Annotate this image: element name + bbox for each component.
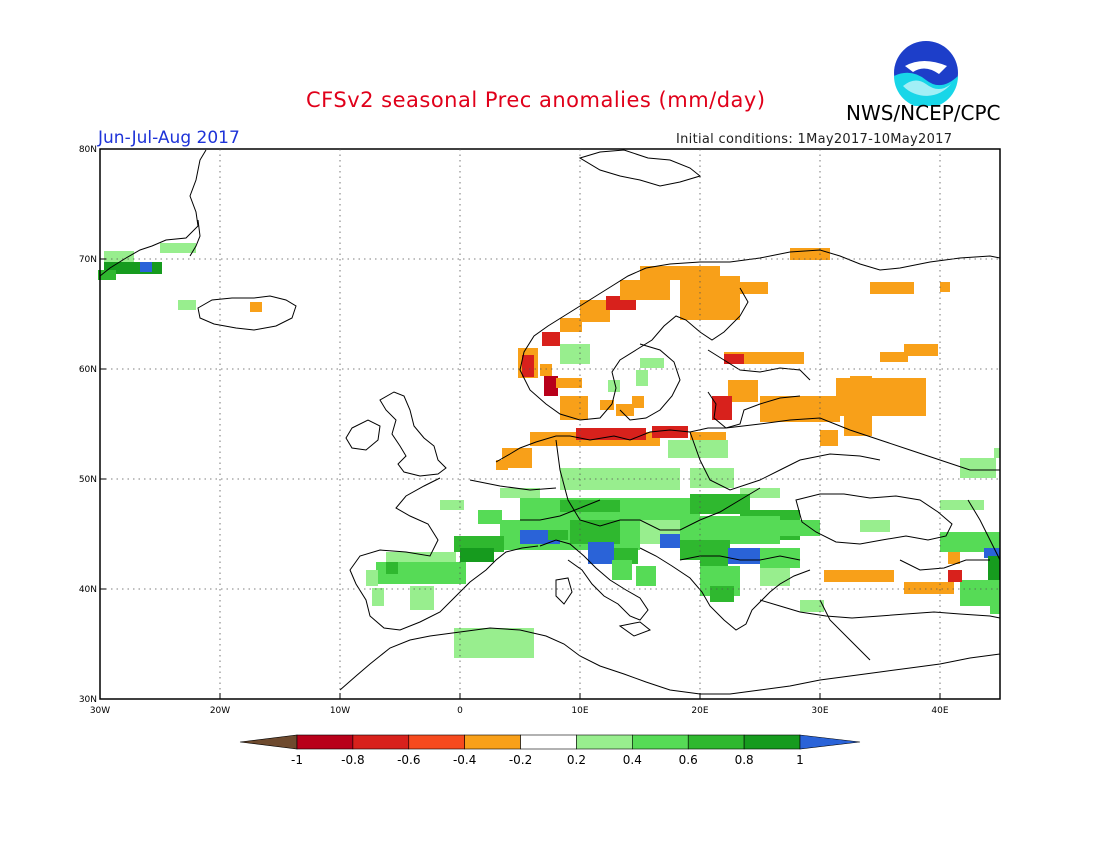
lat-label-60n: 60N <box>79 365 97 375</box>
initial-conditions-label: Initial conditions: 1May2017-10May2017 <box>676 132 953 147</box>
season-label: Jun-Jul-Aug 2017 <box>98 128 240 148</box>
lat-label-40n: 40N <box>79 585 97 595</box>
legend-arrow-low <box>239 734 298 750</box>
legend-label: 1 <box>796 753 804 767</box>
anomaly-field <box>98 243 1000 658</box>
legend-box <box>352 734 410 750</box>
legend-box <box>632 734 689 750</box>
lat-label-30n: 30N <box>79 695 97 705</box>
legend-label: -1 <box>291 753 303 767</box>
coastlines <box>99 149 1001 695</box>
lat-label-70n: 70N <box>79 255 97 265</box>
tick-marks <box>100 258 941 699</box>
lon-label-40e: 40E <box>931 706 948 716</box>
legend-label: 0.6 <box>679 753 698 767</box>
lat-label-50n: 50N <box>79 475 97 485</box>
legend-label: 0.2 <box>567 753 586 767</box>
legend-box <box>520 734 577 750</box>
gridlines <box>100 149 1000 699</box>
lon-label-30e: 30E <box>811 706 828 716</box>
chart-title: CFSv2 seasonal Prec anomalies (mm/day) <box>306 88 766 112</box>
agency-label: NWS/NCEP/CPC <box>846 101 1001 125</box>
legend-box <box>464 734 521 750</box>
legend-label: -0.8 <box>341 753 364 767</box>
lon-label-20w: 20W <box>210 706 230 716</box>
legend-label: -0.2 <box>509 753 532 767</box>
legend-box <box>576 734 633 750</box>
noaa-logo <box>893 40 959 108</box>
legend-label: 0.4 <box>623 753 642 767</box>
legend-label: -0.6 <box>397 753 420 767</box>
color-legend: -1 -0.8 -0.6 -0.4 -0.2 0.2 0.4 0.6 0.8 1 <box>239 734 861 767</box>
lon-label-10e: 10E <box>571 706 588 716</box>
lon-label-30w: 30W <box>90 706 110 716</box>
legend-label: 0.8 <box>735 753 754 767</box>
lon-label-20e: 20E <box>691 706 708 716</box>
lon-label-10w: 10W <box>330 706 350 716</box>
legend-label: -0.4 <box>453 753 476 767</box>
lon-label-0: 0 <box>457 706 463 716</box>
legend-box <box>743 734 801 750</box>
legend-box <box>408 734 465 750</box>
plot-frame <box>99 148 1001 700</box>
legend-box <box>687 734 745 750</box>
legend-box <box>296 734 354 750</box>
legend-arrow-high <box>799 734 861 750</box>
lat-label-80n: 80N <box>79 145 97 155</box>
